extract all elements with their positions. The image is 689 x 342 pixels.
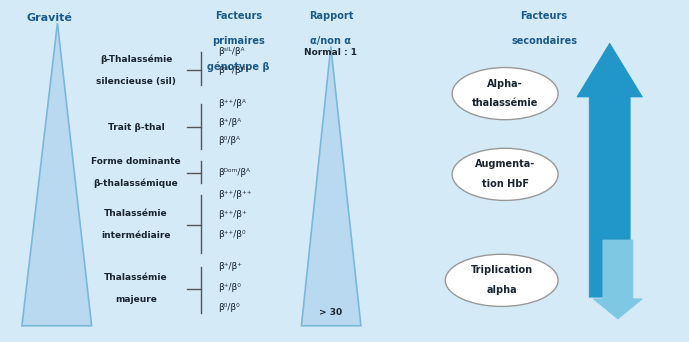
Text: alpha: alpha — [486, 285, 517, 295]
Text: Facteurs: Facteurs — [520, 11, 568, 21]
Text: tion HbF: tion HbF — [482, 179, 528, 189]
Text: Thalassémie: Thalassémie — [104, 209, 168, 219]
Text: génotype β: génotype β — [207, 62, 270, 72]
Text: Thalassémie: Thalassémie — [104, 273, 168, 282]
Text: secondaires: secondaires — [511, 36, 577, 47]
Text: β⁺/β⁺: β⁺/β⁺ — [218, 262, 242, 272]
Polygon shape — [593, 240, 642, 319]
Ellipse shape — [445, 254, 558, 306]
Ellipse shape — [452, 67, 558, 120]
Text: Facteurs: Facteurs — [215, 11, 262, 21]
Text: β-Thalassémie: β-Thalassémie — [100, 54, 172, 64]
Text: majeure: majeure — [115, 295, 157, 304]
Text: β⁺/β⁰: β⁺/β⁰ — [218, 282, 241, 292]
Text: β-thalassémique: β-thalassémique — [94, 179, 178, 188]
Polygon shape — [302, 47, 361, 326]
Text: βˢᴵᴸ/βᴬ: βˢᴵᴸ/βᴬ — [218, 47, 245, 56]
Text: silencieuse (sil): silencieuse (sil) — [96, 77, 176, 86]
Text: β⁺/βᴬ: β⁺/βᴬ — [218, 118, 241, 127]
Text: β⁺⁺/βᴬ: β⁺⁺/βᴬ — [218, 99, 246, 108]
Text: β⁰/β⁰: β⁰/β⁰ — [218, 303, 240, 312]
Text: Triplication: Triplication — [471, 265, 533, 275]
Text: Augmenta-: Augmenta- — [475, 159, 535, 169]
Text: Forme dominante: Forme dominante — [91, 157, 181, 166]
Text: thalassémie: thalassémie — [472, 98, 538, 108]
Text: Rapport: Rapport — [309, 11, 353, 21]
Text: Gravité: Gravité — [27, 13, 72, 23]
Text: β⁺⁺/β⁰: β⁺⁺/β⁰ — [218, 231, 246, 239]
Text: β⁺⁺/β⁺: β⁺⁺/β⁺ — [218, 210, 247, 219]
Text: Normal : 1: Normal : 1 — [305, 48, 358, 57]
Text: primaires: primaires — [212, 36, 265, 47]
Text: β⁺⁺/β⁺⁺: β⁺⁺/β⁺⁺ — [218, 190, 251, 199]
Polygon shape — [22, 23, 92, 326]
Text: intermédiaire: intermédiaire — [101, 231, 171, 240]
Text: βˢᴵᴸ/βˢᴵᴸ: βˢᴵᴸ/βˢᴵᴸ — [218, 66, 249, 75]
Polygon shape — [577, 43, 642, 297]
Text: > 30: > 30 — [319, 308, 342, 317]
Text: α/non α: α/non α — [310, 36, 351, 47]
Text: βᴰᵒᵐ/βᴬ: βᴰᵒᵐ/βᴬ — [218, 168, 250, 176]
Text: Trait β-thal: Trait β-thal — [107, 123, 165, 132]
Text: Alpha-: Alpha- — [487, 79, 523, 89]
Text: β⁰/βᴬ: β⁰/βᴬ — [218, 136, 240, 145]
Ellipse shape — [452, 148, 558, 200]
